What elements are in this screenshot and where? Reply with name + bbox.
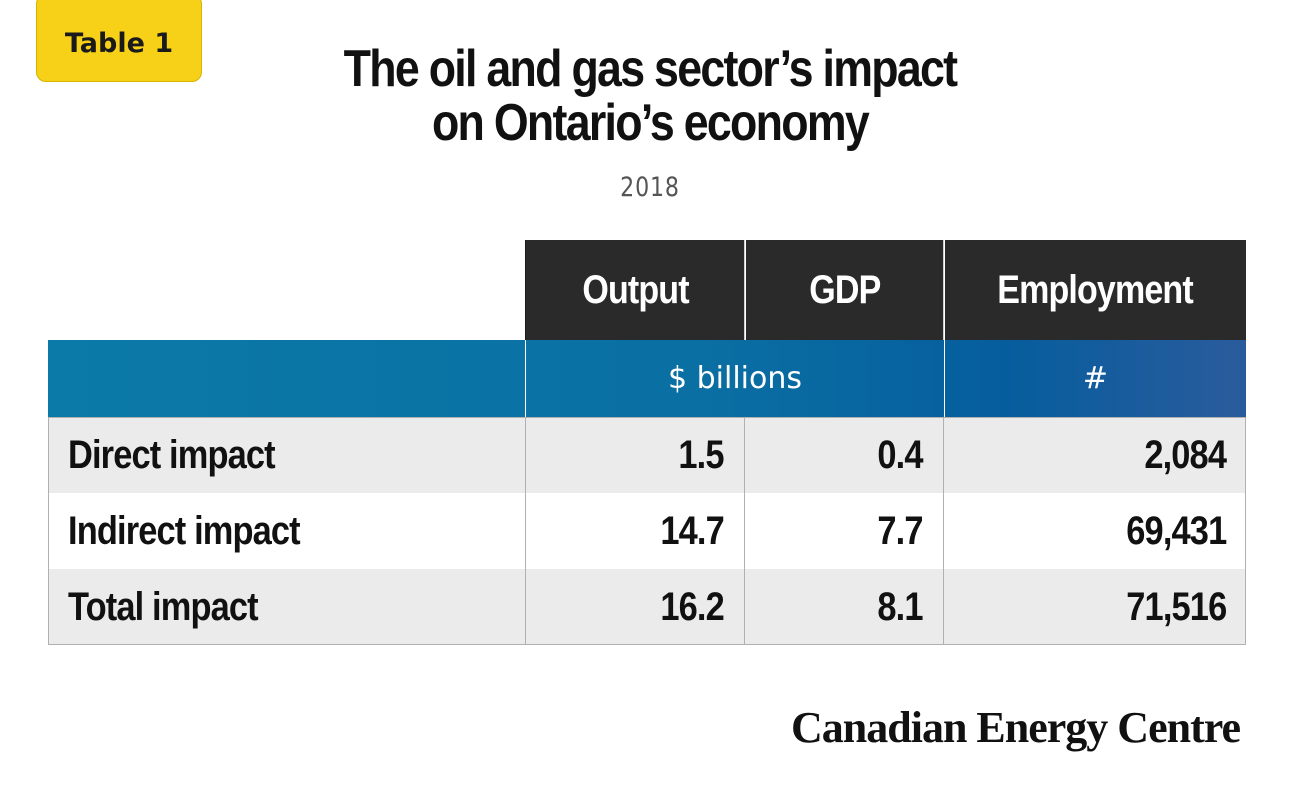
table-row: Total impact 16.2 8.1 71,516 xyxy=(48,569,1246,645)
title-line-1: The oil and gas sector’s impact xyxy=(343,40,958,98)
row-label: Indirect impact xyxy=(68,508,301,553)
grid-line xyxy=(525,417,526,645)
row-label: Direct impact xyxy=(68,432,276,477)
employment-value: 2,084 xyxy=(1144,432,1227,477)
gdp-value: 7.7 xyxy=(877,508,924,553)
table-row: Indirect impact 14.7 7.7 69,431 xyxy=(48,493,1246,569)
header-divider xyxy=(744,240,745,340)
column-header-output: Output xyxy=(526,240,745,340)
output-value: 14.7 xyxy=(660,508,724,553)
gdp-value: 8.1 xyxy=(877,584,924,629)
output-value: 16.2 xyxy=(660,584,724,629)
employment-value: 69,431 xyxy=(1125,508,1227,553)
units-divider-1 xyxy=(525,340,526,417)
units-divider-2 xyxy=(944,340,945,417)
year-subtitle: 2018 xyxy=(620,172,680,203)
output-value: 1.5 xyxy=(678,432,725,477)
gdp-value: 0.4 xyxy=(877,432,924,477)
title-line-2: on Ontario’s economy xyxy=(431,94,870,152)
table-number-badge: Table 1 xyxy=(36,0,202,82)
column-header-gdp: GDP xyxy=(746,240,944,340)
column-header-employment: Employment xyxy=(945,240,1246,340)
table-row: Direct impact 1.5 0.4 2,084 xyxy=(48,417,1246,493)
employment-value: 71,516 xyxy=(1125,584,1227,629)
unit-count: # xyxy=(1082,361,1109,396)
row-label: Total impact xyxy=(68,584,259,629)
header-divider xyxy=(943,240,944,340)
header-divider xyxy=(525,240,526,340)
logo: Canadian Energy Centre xyxy=(791,703,1241,752)
unit-billions: $ billions xyxy=(667,361,802,396)
grid-line xyxy=(744,417,745,645)
grid-line xyxy=(943,417,944,645)
page-title: The oil and gas sector’s impact on Ontar… xyxy=(91,42,1209,150)
units-band xyxy=(48,340,1246,417)
